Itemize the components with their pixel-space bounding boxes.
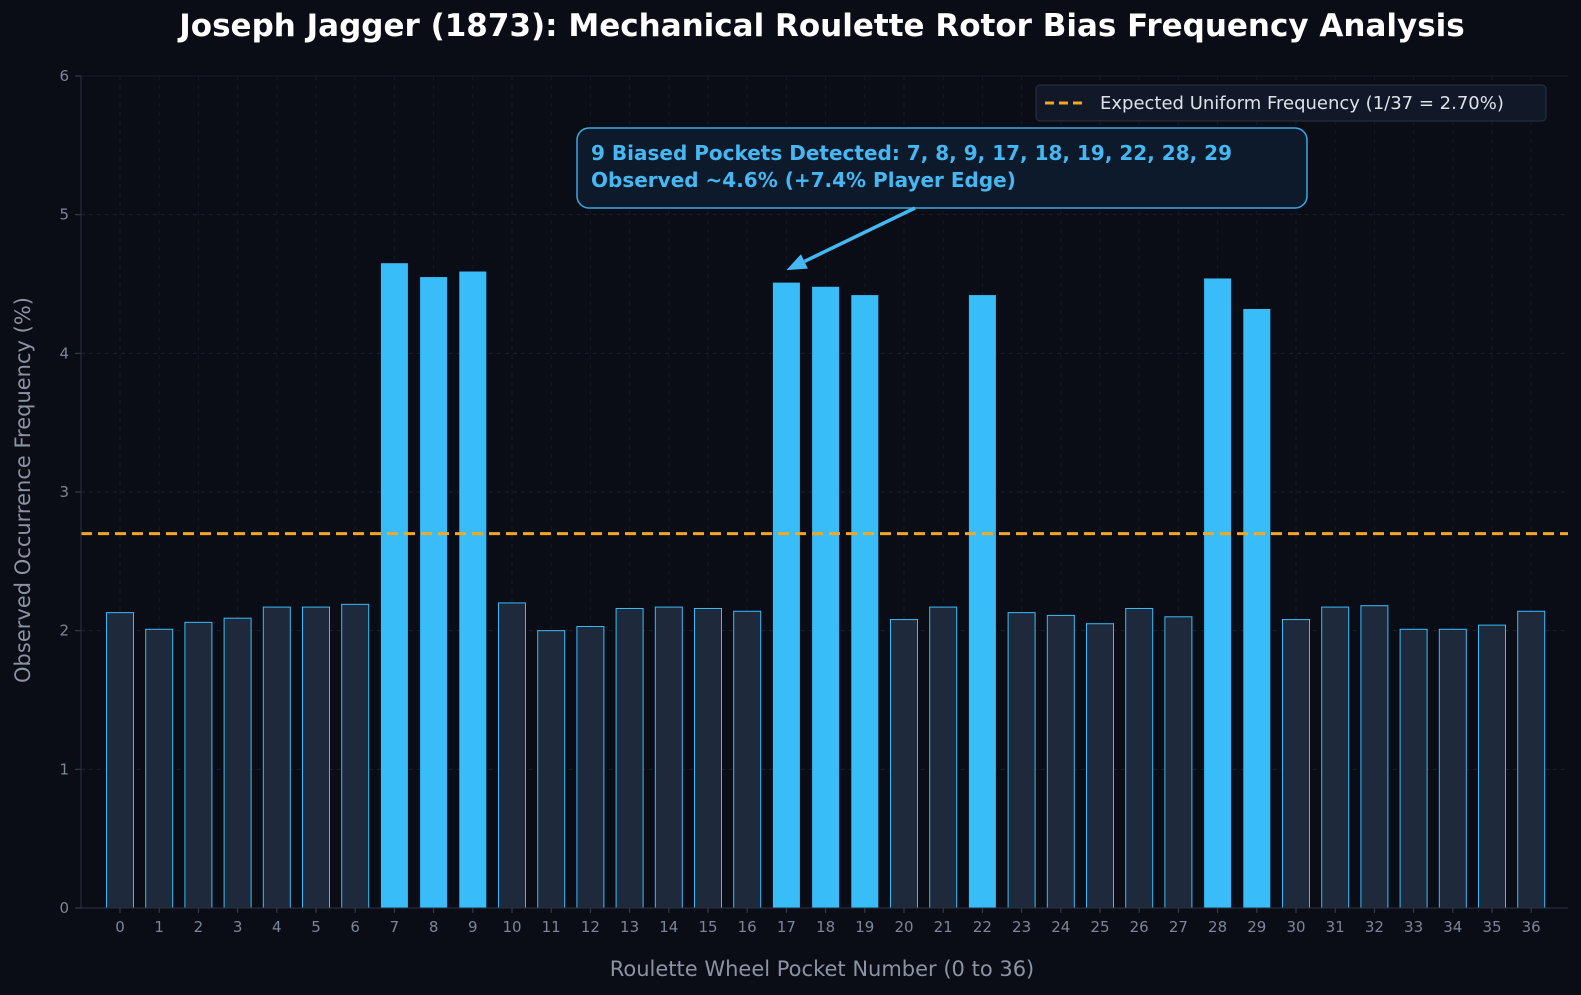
bar-pocket-6 (341, 603, 370, 909)
bar-pocket-25 (1086, 623, 1114, 909)
bar-pocket-15 (694, 607, 722, 909)
bar-biased-pocket-7 (380, 263, 408, 908)
annotation-arrow (803, 206, 916, 264)
annotation-box (576, 127, 1308, 209)
x-tick-label: 31 (1326, 918, 1345, 936)
legend-box (1035, 84, 1547, 122)
x-tick-label: 17 (777, 918, 796, 936)
bar-pocket-21 (929, 606, 958, 909)
x-tick-label: 25 (1090, 918, 1109, 936)
bar-biased-pocket-28 (1204, 278, 1232, 908)
x-tick-label: 27 (1169, 918, 1188, 936)
y-tick-label: 3 (59, 483, 69, 501)
x-tick-label: 22 (973, 918, 992, 936)
bar-biased-pocket-18 (812, 286, 840, 909)
bar-biased-pocket-8 (420, 277, 448, 909)
x-tick-label: 12 (581, 918, 600, 936)
bar-pocket-31 (1321, 606, 1350, 909)
bar-pocket-27 (1164, 616, 1193, 909)
chart-title: Joseph Jagger (1873): Mechanical Roulett… (177, 8, 1464, 44)
x-tick-label: 14 (659, 918, 678, 936)
x-tick-label: 18 (816, 918, 835, 936)
bar-pocket-34 (1438, 628, 1467, 909)
bar-pocket-24 (1046, 614, 1075, 909)
bar-pocket-10 (498, 602, 526, 909)
bar-biased-pocket-29 (1243, 308, 1271, 909)
x-tick-label: 21 (934, 918, 953, 936)
x-axis-label: Roulette Wheel Pocket Number (0 to 36) (610, 957, 1035, 981)
bar-pocket-30 (1282, 619, 1310, 909)
bar-pocket-14 (654, 606, 683, 909)
bar-biased-pocket-22 (968, 295, 996, 908)
bar-pocket-13 (615, 607, 644, 909)
bar-biased-pocket-17 (772, 282, 800, 908)
x-tick-label: 7 (390, 918, 400, 936)
x-tick-label: 24 (1051, 918, 1070, 936)
x-tick-label: 3 (233, 918, 243, 936)
bar-pocket-3 (223, 617, 252, 909)
x-tick-label: 9 (468, 918, 478, 936)
x-tick-label: 28 (1208, 918, 1227, 936)
legend-ref-line-label: Expected Uniform Frequency (1/37 = 2.70%… (1100, 93, 1504, 114)
x-tick-label: 35 (1482, 918, 1501, 936)
bar-pocket-1 (145, 628, 174, 909)
x-tick-label: 29 (1247, 918, 1266, 936)
bar-pocket-11 (537, 630, 566, 909)
y-tick-label: 4 (59, 344, 69, 362)
bar-pocket-33 (1399, 628, 1428, 909)
x-tick-label: 19 (855, 918, 874, 936)
bar-pocket-32 (1360, 605, 1389, 909)
x-tick-label: 4 (272, 918, 282, 936)
x-tick-label: 32 (1365, 918, 1384, 936)
x-tick-label: 0 (115, 918, 125, 936)
y-tick-label: 1 (59, 760, 69, 778)
bar-pocket-5 (302, 606, 330, 909)
x-tick-label: 11 (542, 918, 561, 936)
annotation-arrow-head (786, 254, 808, 271)
bar-pocket-26 (1125, 607, 1154, 909)
bar-pocket-12 (576, 626, 605, 909)
bar-biased-pocket-19 (851, 295, 879, 908)
y-axis-label: Observed Occurrence Frequency (%) (11, 297, 35, 683)
x-tick-label: 33 (1404, 918, 1423, 936)
x-tick-label: 34 (1443, 918, 1462, 936)
bar-pocket-4 (262, 606, 291, 909)
x-tick-label: 26 (1130, 918, 1149, 936)
x-tick-label: 1 (154, 918, 164, 936)
annotation-line-1: 9 Biased Pockets Detected: 7, 8, 9, 17, … (591, 141, 1232, 165)
x-tick-label: 20 (894, 918, 913, 936)
x-tick-label: 6 (350, 918, 360, 936)
y-tick-label: 5 (59, 206, 69, 224)
bar-pocket-36 (1517, 610, 1546, 909)
y-tick-label: 6 (59, 67, 69, 85)
bar-biased-pocket-9 (459, 271, 487, 908)
x-tick-label: 30 (1286, 918, 1305, 936)
bar-pocket-0 (106, 612, 134, 909)
bar-pocket-35 (1478, 624, 1506, 909)
bar-pocket-20 (890, 619, 918, 909)
bar-pocket-23 (1007, 612, 1036, 909)
x-tick-label: 13 (620, 918, 639, 936)
x-tick-label: 2 (194, 918, 204, 936)
bar-pocket-2 (184, 621, 213, 909)
x-tick-label: 36 (1522, 918, 1541, 936)
x-tick-label: 8 (429, 918, 439, 936)
x-tick-label: 5 (311, 918, 321, 936)
x-tick-label: 10 (502, 918, 521, 936)
y-tick-label: 0 (59, 899, 69, 917)
x-tick-label: 23 (1012, 918, 1031, 936)
x-tick-label: 15 (698, 918, 717, 936)
legend: Expected Uniform Frequency (1/37 = 2.70%… (1035, 84, 1547, 122)
bar-pocket-16 (733, 610, 762, 909)
x-tick-label: 16 (738, 918, 757, 936)
annotation: 9 Biased Pockets Detected: 7, 8, 9, 17, … (576, 127, 1308, 271)
y-tick-label: 2 (59, 622, 69, 640)
annotation-line-2: Observed ~4.6% (+7.4% Player Edge) (591, 168, 1016, 192)
